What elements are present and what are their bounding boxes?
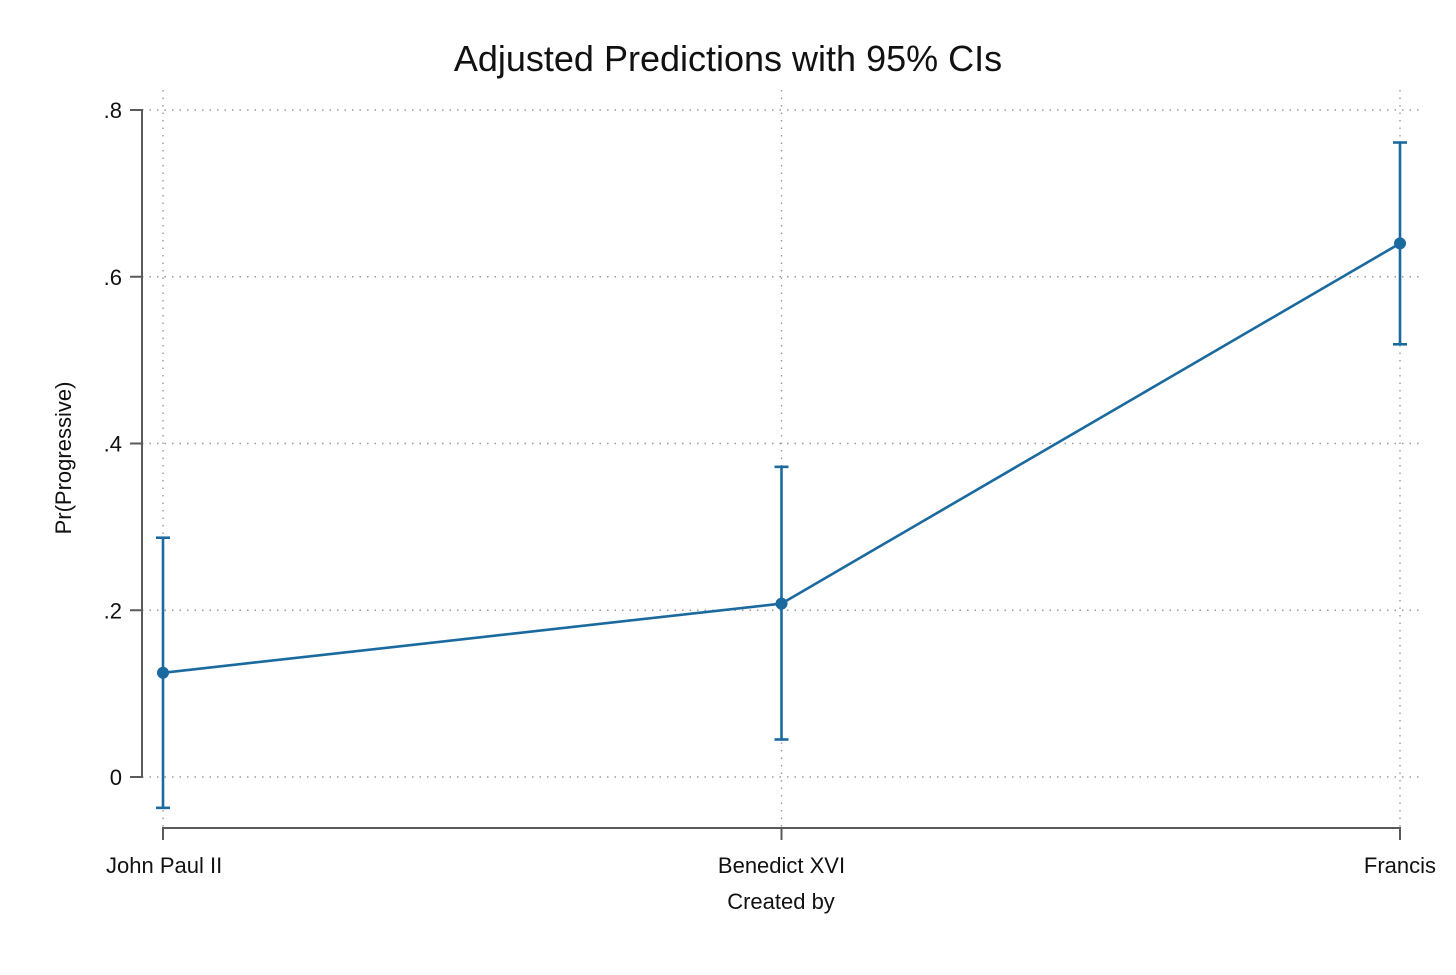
y-tick-label: .2: [104, 598, 122, 623]
data-point: [1394, 237, 1406, 250]
x-tick-label: Francis: [1364, 853, 1436, 878]
chart-title: Adjusted Predictions with 95% CIs: [454, 38, 1002, 79]
series-layer: [156, 141, 1407, 810]
y-tick-label: .8: [104, 98, 122, 123]
y-tick-label: .4: [104, 432, 122, 457]
x-axis-title: Created by: [727, 889, 835, 914]
y-axis-title: Pr(Progressive): [51, 382, 76, 535]
x-tick-label: John Paul II: [106, 853, 222, 878]
data-point: [157, 666, 169, 679]
y-tick-label: 0: [110, 765, 122, 790]
x-tick-label: Benedict XVI: [718, 853, 845, 878]
axes: 0 .2 .4 .6 .8 John Paul II Benedict XVI Francis: [104, 98, 1436, 878]
data-point: [775, 597, 788, 610]
y-tick-label: .6: [104, 265, 122, 290]
